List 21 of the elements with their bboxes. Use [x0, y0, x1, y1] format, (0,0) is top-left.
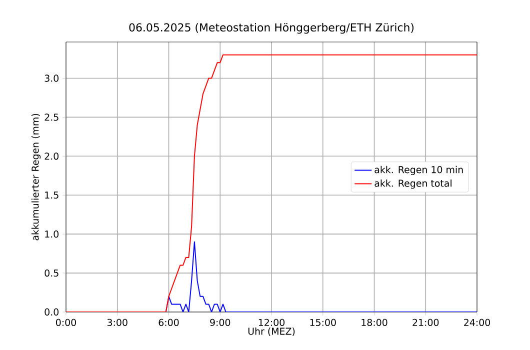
x-tick-label: 18:00	[362, 318, 388, 326]
x-tick-label: 6:00	[158, 318, 179, 326]
y-tick-label: 2.0	[44, 152, 59, 160]
x-tick-label: 3:00	[107, 318, 128, 326]
x-tick-label: 21:00	[412, 318, 439, 326]
y-tick-label: 0.5	[44, 269, 58, 277]
chart-title: 06.05.2025 (Meteostation Hönggerberg/ETH Zürich)	[129, 23, 414, 34]
x-tick-label: 15:00	[310, 318, 336, 326]
x-tick-label: 0:00	[56, 318, 76, 326]
y-tick-label: 1.0	[45, 230, 59, 238]
x-axis-title: Uhr (MEZ)	[248, 328, 295, 336]
y-tick-label: 1.5	[45, 192, 58, 199]
y-tick-label: 2.5	[44, 114, 58, 121]
x-tick-label: 12:00	[258, 318, 285, 326]
x-tick-label: 24:00	[464, 318, 490, 326]
y-tick-label: 3.0	[44, 74, 59, 82]
legend-label: akk. Regen 10 min	[374, 166, 463, 176]
y-axis-title: akkumulierter Regen (mm)	[31, 114, 41, 240]
y-tick-label: 0.0	[44, 308, 59, 316]
legend-label: akk. Regen total	[374, 179, 452, 189]
x-tick-label: 9:00	[210, 318, 230, 326]
